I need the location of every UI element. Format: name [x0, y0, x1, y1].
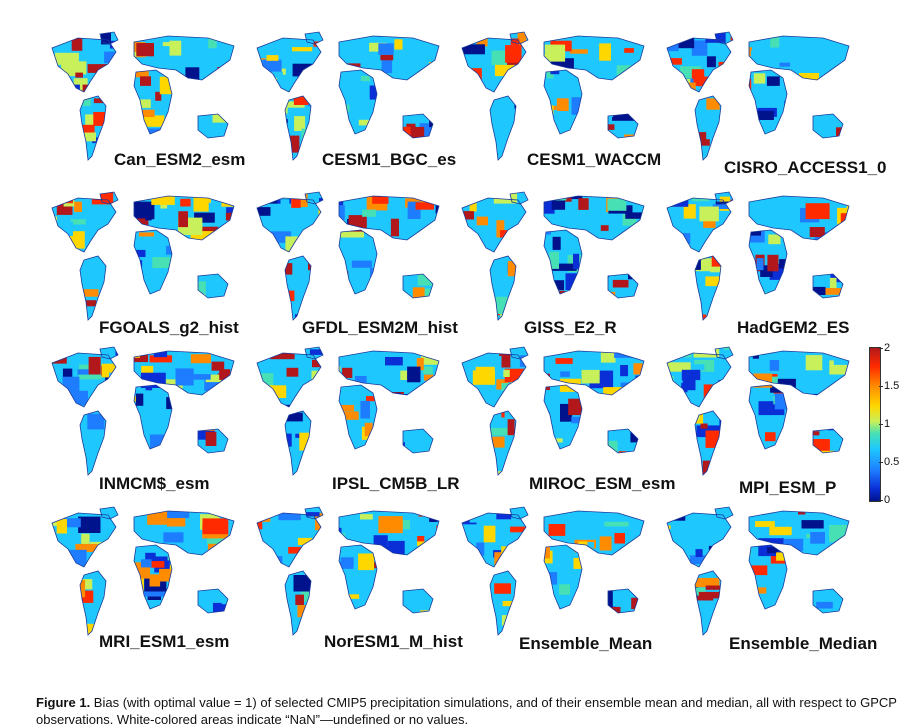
colorbar-tickmark: [879, 386, 883, 387]
panel-label: CISRO_ACCESS1_0: [722, 158, 889, 177]
panel-label: MPI_ESM_P: [737, 478, 838, 497]
panel-label: GISS_E2_R: [522, 318, 619, 337]
panel-label: MRI_ESM1_esm: [97, 632, 231, 651]
panel-label: CESM1_BGC_es: [320, 150, 458, 169]
panel-label: HadGEM2_ES: [735, 318, 851, 337]
colorbar-tick-label: 2: [884, 342, 890, 354]
panel-label: GFDL_ESM2M_hist: [300, 318, 460, 337]
panel-label: FGOALS_g2_hist: [97, 318, 241, 337]
world-map: [243, 345, 443, 495]
colorbar-tick-label: 0: [884, 494, 890, 506]
panel-label: NorESM1_M_hist: [322, 632, 465, 651]
colorbar-tick-label: 1: [884, 418, 890, 430]
colorbar-tickmark: [879, 348, 883, 349]
world-map: [653, 345, 853, 495]
world-map: [38, 345, 238, 495]
panel-label: Can_ESM2_esm: [112, 150, 247, 169]
map-panel: [243, 345, 443, 495]
map-panel: [38, 345, 238, 495]
figure-caption: Figure 1. Bias (with optimal value = 1) …: [36, 694, 906, 728]
colorbar-tickmark: [879, 424, 883, 425]
world-map: [448, 345, 648, 495]
colorbar-tick-label: 0.5: [884, 456, 899, 468]
panel-label: CESM1_WACCM: [525, 150, 663, 169]
panel-label: IPSL_CM5B_LR: [330, 474, 462, 493]
world-map: [653, 505, 853, 655]
map-panel: [653, 505, 853, 655]
panel-label: Ensemble_Mean: [517, 634, 654, 653]
caption-label: Figure 1.: [36, 695, 90, 710]
colorbar-tick-label: 1.5: [884, 380, 899, 392]
panel-label: Ensemble_Median: [727, 634, 879, 653]
world-map: [448, 505, 648, 655]
panel-label: INMCM$_esm: [97, 474, 212, 493]
colorbar-tickmark: [879, 462, 883, 463]
caption-text: Bias (with optimal value = 1) of selecte…: [36, 695, 897, 727]
map-panel: [448, 505, 648, 655]
map-panel: [653, 345, 853, 495]
colorbar-tickmark: [879, 500, 883, 501]
map-panel: [448, 345, 648, 495]
